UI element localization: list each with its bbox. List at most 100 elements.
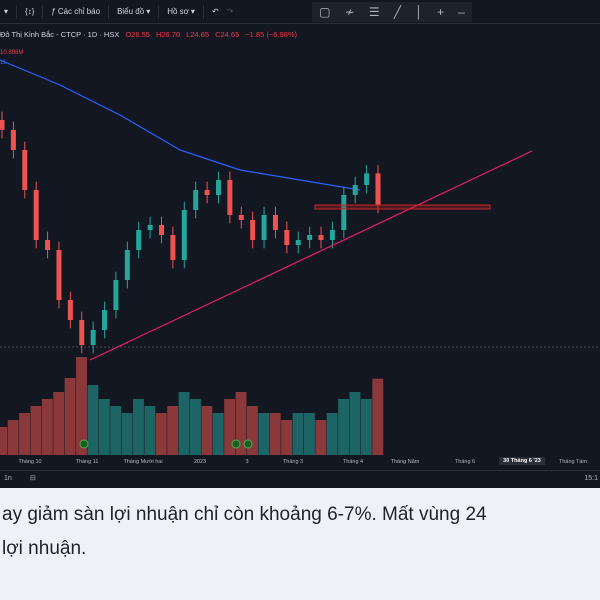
rectangle-icon[interactable]: ▢ [319, 5, 331, 19]
volume-bar [201, 406, 213, 455]
candle [364, 173, 370, 185]
volume-bar [303, 413, 315, 455]
chevron-down-icon: ▾ [146, 7, 151, 16]
candle [250, 220, 256, 240]
volume-bar [110, 406, 122, 455]
crosshair-date-label: 30 Tháng 6 '23 [499, 457, 545, 465]
interval-dropdown[interactable]: ▾ [4, 7, 9, 16]
volume-bar [269, 413, 281, 455]
candle [375, 173, 381, 205]
volume-bar [258, 413, 270, 455]
candle [170, 235, 176, 260]
candle [124, 250, 130, 280]
profile-dropdown[interactable]: Hồ sơ ▾ [167, 7, 195, 16]
volume-bar [155, 413, 167, 455]
volume-bar [315, 420, 327, 455]
time-label: 3 [245, 459, 249, 465]
redo-icon[interactable]: ↷ [226, 7, 234, 16]
candle [79, 320, 85, 345]
volume-bar [372, 378, 384, 455]
moving-average-line [0, 59, 361, 191]
crosshair-icon[interactable]: + [436, 5, 444, 19]
trendline [89, 150, 533, 361]
date-range-icon[interactable]: ⊟ [30, 475, 36, 482]
earnings-markers [79, 439, 253, 449]
fib-icon[interactable]: ☰ [368, 5, 380, 19]
time-label: Tháng Năm [390, 459, 420, 465]
volume-bar [349, 392, 361, 455]
candle [181, 210, 187, 260]
time-label: Tháng Tám [558, 459, 588, 465]
volume-bar [190, 399, 201, 455]
resistance-zone [314, 204, 491, 210]
time-axis[interactable]: Tháng 10 Tháng 11 Tháng Mười hai 2023 3 … [0, 455, 600, 469]
bottom-bar: 1n ⊟ 15:1 [0, 470, 600, 488]
candle [284, 230, 290, 245]
candle [90, 330, 96, 345]
candle [22, 150, 28, 190]
time-label: Tháng 10 [18, 459, 42, 465]
top-toolbar: ▾ {↕} ƒ Các chỉ báo Biểu đồ ▾ Hồ sơ ▾ ↶ ↷ [0, 0, 600, 24]
candle [238, 215, 244, 220]
compare-icon[interactable]: {↕} [25, 7, 35, 16]
price-chart[interactable] [0, 24, 600, 455]
chart-app: ▾ {↕} ƒ Các chỉ báo Biểu đồ ▾ Hồ sơ ▾ ↶ ↷ ▢… [0, 0, 600, 488]
candle [318, 235, 324, 240]
post-text: ay giảm sàn lợi nhuận chỉ còn khoảng 6-7… [2, 504, 487, 559]
drawing-toolbar: ▢ ≁ ☰ ╱ │ + – [312, 2, 472, 22]
clock-time: 15:1 [584, 475, 598, 482]
volume-bar [235, 392, 247, 455]
earnings-marker [243, 439, 253, 449]
candle [215, 180, 221, 195]
volume-bar [0, 427, 8, 455]
time-label: Tháng 3 [282, 459, 304, 465]
volume-bar [212, 413, 224, 455]
horizontal-line-icon[interactable]: – [458, 5, 465, 19]
indicators-button[interactable]: ƒ Các chỉ báo [51, 7, 101, 16]
candles [0, 111, 381, 354]
indicator-icon: ƒ [51, 7, 56, 16]
volume-bar [53, 392, 65, 455]
candle [147, 225, 153, 230]
volume-bar [360, 399, 372, 455]
volume-bar [326, 413, 338, 455]
volume-bar [7, 420, 19, 455]
volume-bar [98, 399, 110, 455]
undo-icon[interactable]: ↶ [211, 7, 219, 16]
volume-legend: 10.898M [0, 50, 24, 56]
candle [0, 120, 5, 130]
symbol-legend: Đô Thị Kinh Bắc - CTCP · 1D · HSX O26.55… [0, 30, 297, 39]
volume-bar [224, 399, 236, 455]
chart-type-dropdown[interactable]: Biểu đồ ▾ [117, 7, 151, 16]
volume-bar [292, 413, 304, 455]
time-label: Tháng Mười hai [123, 459, 163, 465]
time-label: Tháng 6 [454, 459, 476, 465]
candle [159, 225, 165, 235]
volume-bar [64, 378, 76, 455]
earnings-marker [79, 439, 89, 449]
volume-bars [0, 357, 384, 455]
candle [113, 280, 119, 310]
candle [295, 240, 301, 245]
time-label: 2023 [193, 459, 207, 465]
volume-bar [281, 420, 293, 455]
volume-bar [133, 399, 144, 455]
candle [193, 190, 199, 210]
range-button[interactable]: 1n [4, 475, 12, 482]
time-label: Tháng 11 [75, 459, 99, 465]
chevron-down-icon: ▾ [190, 7, 195, 16]
candle [204, 190, 210, 195]
volume-bar [87, 385, 99, 455]
candle [56, 250, 62, 300]
vertical-line-icon[interactable]: │ [415, 5, 423, 19]
path-icon[interactable]: ≁ [344, 5, 355, 19]
volume-bar [30, 406, 42, 455]
candle [329, 230, 335, 240]
candle [45, 240, 51, 250]
candle [261, 215, 267, 240]
volume-bar [76, 357, 87, 455]
trendline-icon[interactable]: ╱ [393, 5, 402, 19]
earnings-marker [231, 439, 241, 449]
volume-bar [167, 406, 179, 455]
candle [352, 185, 358, 195]
